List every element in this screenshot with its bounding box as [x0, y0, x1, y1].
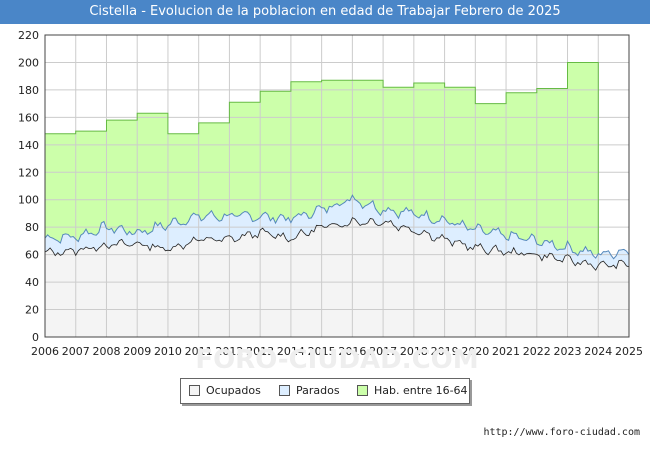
x-tick-label: 2014 [277, 345, 305, 358]
y-tick-label: 0 [32, 331, 39, 344]
y-tick-label: 220 [18, 29, 39, 42]
chart-legend: Ocupados Parados Hab. entre 16-64 [180, 378, 470, 404]
y-tick-label: 100 [18, 194, 39, 207]
y-tick-label: 60 [25, 249, 39, 262]
x-tick-label: 2007 [62, 345, 90, 358]
y-tick-label: 200 [18, 56, 39, 69]
x-tick-label: 2019 [431, 345, 459, 358]
x-tick-label: 2022 [523, 345, 551, 358]
x-tick-label: 2020 [461, 345, 489, 358]
y-tick-label: 160 [18, 111, 39, 124]
line-parados [44, 194, 630, 260]
x-tick-label: 2016 [338, 345, 366, 358]
line-hab [45, 62, 599, 255]
legend-label-ocupados: Ocupados [206, 384, 261, 397]
x-tick-label: 2011 [185, 345, 213, 358]
x-tick-label: 2008 [92, 345, 120, 358]
x-tick-label: 2021 [492, 345, 520, 358]
legend-label-parados: Parados [296, 384, 340, 397]
legend-label-hab: Hab. entre 16-64 [374, 384, 468, 397]
x-tick-label: 2017 [369, 345, 397, 358]
x-tick-label: 2013 [246, 345, 274, 358]
legend-swatch-hab [357, 384, 368, 396]
x-tick-label: 2015 [308, 345, 336, 358]
y-tick-label: 80 [25, 221, 39, 234]
y-tick-label: 120 [18, 166, 39, 179]
x-tick-label: 2006 [31, 345, 59, 358]
plot-frame [44, 34, 630, 338]
y-tick-label: 180 [18, 84, 39, 97]
x-tick-label: 2009 [123, 345, 151, 358]
source-url: http://www.foro-ciudad.com [483, 427, 640, 438]
area-ocupados [45, 217, 629, 337]
x-tick-label: 2018 [400, 345, 428, 358]
x-tick-label: 2010 [154, 345, 182, 358]
legend-swatch-parados [279, 384, 290, 396]
watermark-text: FORO-CIUDAD.COM [195, 345, 478, 375]
y-tick-label: 20 [25, 304, 39, 317]
x-tick-label: 2023 [554, 345, 582, 358]
chart-title: Cistella - Evolucion de la poblacion en … [0, 0, 650, 24]
x-tick-label: 2025 [615, 345, 643, 358]
legend-item-parados: Parados [279, 384, 340, 398]
x-tick-label: 2024 [584, 345, 612, 358]
x-tick-label: 2012 [215, 345, 243, 358]
y-tick-label: 40 [25, 276, 39, 289]
y-tick-label: 140 [18, 139, 39, 152]
legend-item-hab: Hab. entre 16-64 [357, 384, 468, 398]
line-ocupados [44, 217, 630, 271]
legend-item-ocupados: Ocupados [189, 384, 261, 398]
legend-swatch-ocupados [189, 384, 200, 396]
